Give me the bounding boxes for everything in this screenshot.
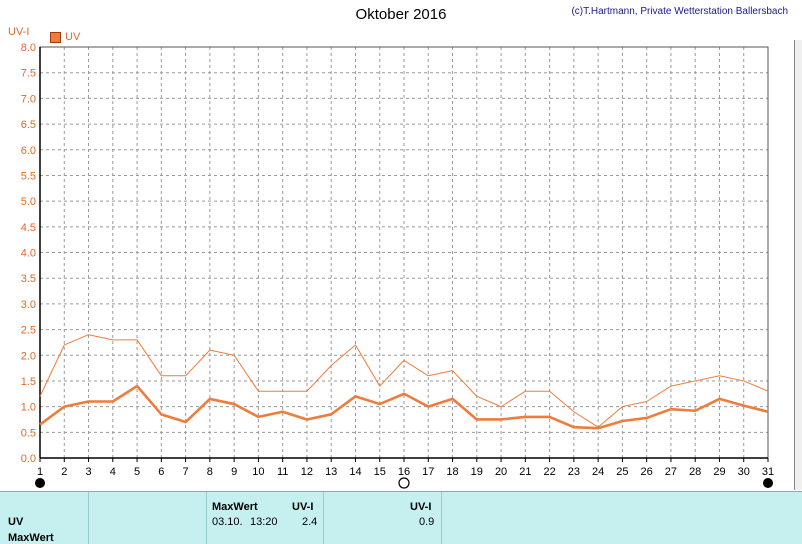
x-tick-label: 11	[277, 466, 288, 478]
x-tick-label: 30	[738, 466, 750, 478]
x-tick-label: 31	[762, 466, 774, 478]
uv-chart: 0.0 0.5 1.0 1.5 2.0 2.5 3.0 3.5 4.0 4.5 5.0 5.5 6.0 6…	[21, 42, 774, 489]
series-line-bold	[39, 384, 769, 430]
y-tick-label: 4.5	[21, 222, 36, 234]
x-tick-label: 15	[374, 466, 386, 478]
uvi-header-2: UV-I	[410, 501, 432, 513]
y-tick-label: 6.0	[21, 145, 36, 157]
x-tick-label: 12	[301, 466, 313, 478]
panel-divider	[441, 492, 442, 544]
second-value: 0.9	[419, 516, 435, 528]
y-tick-label: 1.0	[21, 402, 36, 414]
vertical-scrollbar[interactable]	[794, 40, 802, 490]
panel-divider	[206, 492, 207, 544]
y-tick-label: 3.5	[21, 273, 36, 285]
data-panel: UV MaxWert MaxWert UV-I 03.10. 13:20 2.4…	[0, 491, 802, 544]
panel-divider	[323, 492, 324, 544]
y-tick-label: 8.0	[21, 42, 36, 54]
legend-swatch	[50, 31, 61, 43]
y-tick-label: 2.5	[21, 325, 36, 337]
x-tick-label: 6	[158, 466, 164, 478]
x-tick-label: 4	[110, 466, 116, 478]
legend-label: UV	[65, 31, 81, 43]
y-tick-label: 0.5	[21, 427, 36, 439]
maxwert-date: 03.10.	[212, 516, 243, 528]
y-tick-label: 0.0	[21, 453, 36, 465]
copyright-text: (c)T.Hartmann, Private Wetterstation Bal…	[571, 6, 788, 17]
x-tick-label: 3	[85, 466, 91, 478]
y-tick-label: 2.0	[21, 350, 36, 362]
series-line-thin	[39, 334, 769, 428]
x-tick-label: 13	[325, 466, 337, 478]
x-tick-label: 5	[134, 466, 140, 478]
y-tick-label: 7.0	[21, 93, 36, 105]
y-tick-label: 5.0	[21, 196, 36, 208]
x-tick-label: 28	[689, 466, 701, 478]
x-tick-label: 22	[543, 466, 555, 478]
maxwert-value: 2.4	[302, 516, 318, 528]
x-tick-label: 7	[183, 466, 189, 478]
x-tick-label: 10	[252, 466, 264, 478]
x-tick-label: 23	[568, 466, 580, 478]
x-tick-label: 17	[422, 466, 434, 478]
y-tick-label: 3.0	[21, 299, 36, 311]
filled-day-marker	[35, 478, 45, 488]
y-tick-label: 1.5	[21, 376, 36, 388]
x-tick-label: 20	[495, 466, 507, 478]
panel-divider	[88, 492, 89, 544]
x-tick-label: 8	[207, 466, 213, 478]
chart-title: Oktober 2016	[355, 6, 447, 23]
x-tick-label: 14	[349, 466, 361, 478]
x-tick-label: 1	[37, 466, 43, 478]
y-tick-label: 4.0	[21, 248, 36, 260]
x-tick-label: 18	[446, 466, 458, 478]
maxwert-time: 13:20	[250, 516, 278, 528]
filled-day-marker	[763, 478, 773, 488]
maxwert-header: MaxWert	[212, 501, 258, 513]
open-day-marker	[398, 477, 410, 489]
x-tick-label: 9	[231, 466, 237, 478]
x-tick-label: 2	[61, 466, 67, 478]
y-tick-label: 6.5	[21, 119, 36, 131]
legend: UV	[50, 31, 80, 43]
x-tick-label: 26	[641, 466, 653, 478]
x-tick-label: 16	[398, 466, 410, 478]
y-tick-label: 7.5	[21, 68, 36, 80]
y-axis-label: UV-I	[8, 26, 30, 38]
x-tick-label: 25	[616, 466, 628, 478]
row-label-uv: UV	[8, 516, 24, 528]
x-tick-label: 21	[519, 466, 531, 478]
x-tick-label: 24	[592, 466, 604, 478]
x-tick-label: 19	[471, 466, 483, 478]
uvi-header: UV-I	[292, 501, 314, 513]
y-tick-label: 5.5	[21, 170, 36, 182]
x-tick-label: 29	[713, 466, 725, 478]
x-tick-label: 27	[665, 466, 677, 478]
row-label-maxwert: MaxWert	[8, 532, 54, 544]
